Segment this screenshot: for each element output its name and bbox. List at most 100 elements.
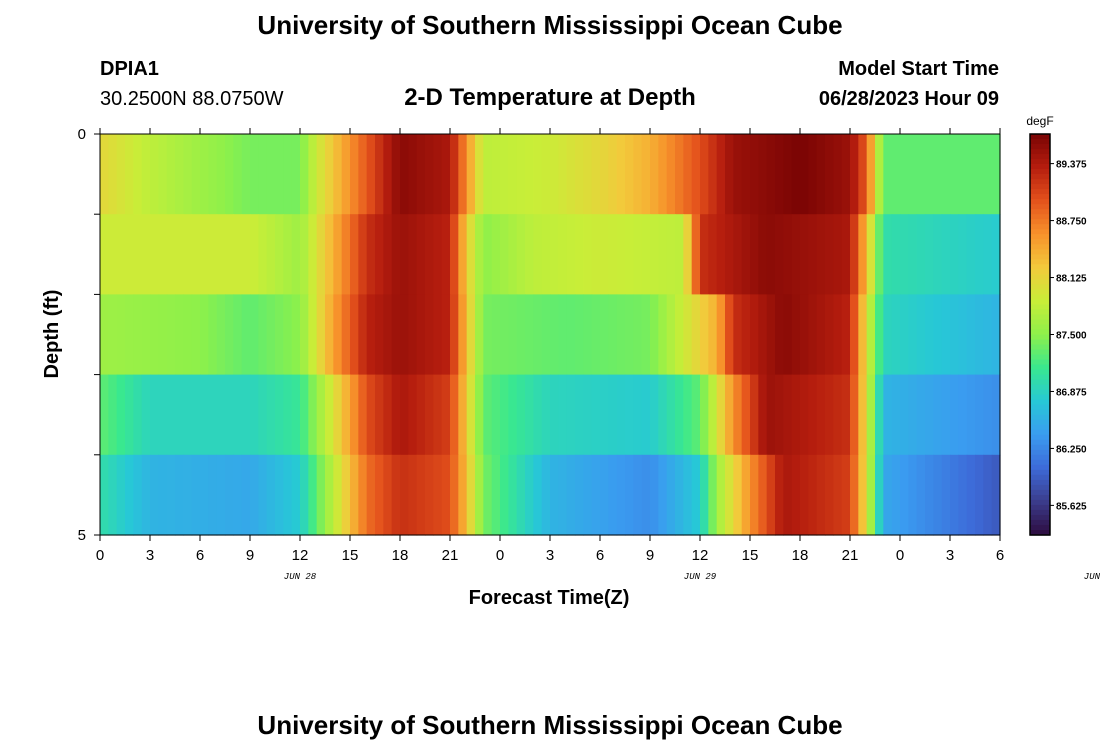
- heatmap-cell: [625, 374, 634, 456]
- heatmap-cell: [341, 374, 351, 456]
- heatmap-cell: [683, 134, 693, 215]
- heatmap-cell: [791, 214, 801, 295]
- heatmap-cell: [250, 294, 259, 376]
- page-title: University of Southern Mississippi Ocean…: [257, 10, 842, 40]
- heatmap-cell: [208, 294, 218, 376]
- heatmap-cell: [300, 294, 309, 376]
- heatmap-cell: [475, 374, 484, 456]
- heatmap-cell: [700, 134, 709, 215]
- heatmap-cell: [566, 454, 576, 536]
- heatmap-cell: [658, 454, 668, 536]
- heatmap-cell: [891, 134, 901, 215]
- heatmap-cell: [900, 294, 909, 376]
- heatmap-cell: [325, 454, 334, 536]
- heatmap-cell: [116, 374, 126, 456]
- heatmap-cell: [225, 374, 234, 456]
- heatmap-cell: [775, 214, 784, 295]
- heatmap-cell: [166, 134, 176, 215]
- heatmap-cell: [300, 134, 309, 215]
- heatmap-cell: [175, 374, 184, 456]
- heatmap-cell: [400, 454, 409, 536]
- colorbar-band: [1030, 259, 1050, 265]
- heatmap-cell: [533, 454, 543, 536]
- heatmap-cell: [125, 374, 134, 456]
- heatmap-cell: [491, 214, 501, 295]
- colorbar-band: [1030, 309, 1050, 316]
- heatmap-cell: [850, 374, 859, 456]
- heatmap-cell: [741, 294, 751, 376]
- heatmap-cell: [633, 454, 643, 536]
- heatmap-cell: [350, 454, 359, 536]
- heatmap-cell: [508, 134, 518, 215]
- heatmap-cell: [125, 214, 134, 295]
- heatmap-cell: [358, 294, 368, 376]
- heatmap-cell: [600, 454, 609, 536]
- heatmap-cell: [791, 454, 801, 536]
- heatmap-cell: [808, 214, 818, 295]
- heatmap-cell: [358, 214, 368, 295]
- heatmap-cell: [841, 294, 851, 376]
- heatmap-cell: [541, 374, 551, 456]
- heatmap-cell: [116, 214, 126, 295]
- heatmap-cell: [766, 454, 776, 536]
- heatmap-cell: [950, 134, 959, 215]
- heatmap-cell: [550, 294, 559, 376]
- heatmap-cell: [158, 374, 168, 456]
- heatmap-cell: [491, 374, 501, 456]
- heatmap-cell: [150, 454, 159, 536]
- heatmap-cell: [483, 294, 493, 376]
- heatmap-cell: [950, 454, 959, 536]
- colorbar-band: [1030, 484, 1050, 491]
- colorbar-band: [1030, 239, 1050, 245]
- heatmap-cell: [808, 374, 818, 456]
- heatmap-cell: [133, 294, 143, 376]
- heatmap-cell: [875, 294, 884, 376]
- heatmap-cell: [500, 454, 509, 536]
- heatmap-cell: [141, 294, 151, 376]
- heatmap-cell: [158, 134, 168, 215]
- x-tick-label: 12: [692, 547, 709, 564]
- heatmap-cell: [708, 214, 718, 295]
- heatmap-cell: [200, 214, 209, 295]
- heatmap-cell: [991, 214, 1001, 295]
- x-tick-label: 15: [742, 547, 759, 564]
- heatmap-cell: [975, 214, 984, 295]
- heatmap-cell: [158, 294, 168, 376]
- heatmap-cell: [383, 134, 393, 215]
- colorbar-band: [1030, 519, 1050, 526]
- colorbar-band: [1030, 274, 1050, 280]
- colorbar-band: [1030, 399, 1050, 406]
- heatmap-cell: [683, 294, 693, 376]
- heatmap-cell: [341, 454, 351, 536]
- heatmap-cell: [500, 294, 509, 376]
- heatmap-cell: [225, 214, 234, 295]
- heatmap-cell: [425, 374, 434, 456]
- heatmap-cell: [550, 374, 559, 456]
- heatmap-cell: [383, 374, 393, 456]
- heatmap-cell: [650, 374, 659, 456]
- x-axis: 0 3 6 9 12 15 18 21 0 3 6 9 12 15 18 21 0 3 6 JUN 28 JUN 29 J…: [96, 128, 1100, 582]
- heatmap-cell: [383, 454, 393, 536]
- heatmap-cell: [375, 374, 384, 456]
- heatmap-cell: [833, 294, 843, 376]
- heatmap-cell: [141, 454, 151, 536]
- heatmap-cell: [300, 374, 309, 456]
- heatmap-cell: [208, 134, 218, 215]
- heatmap-cell: [208, 214, 218, 295]
- colorbar-band: [1030, 529, 1050, 536]
- heatmap-cell: [300, 454, 309, 536]
- heatmap-cell: [858, 214, 868, 295]
- heatmap-cell: [991, 454, 1001, 536]
- heatmap-cell: [608, 214, 618, 295]
- heatmap-cell: [525, 374, 534, 456]
- heatmap-cell: [591, 294, 601, 376]
- heatmap-cell: [875, 374, 884, 456]
- heatmap-cell: [191, 454, 201, 536]
- heatmap-cell: [766, 214, 776, 295]
- heatmap-cell: [650, 134, 659, 215]
- heatmap-cell: [325, 134, 334, 215]
- heatmap-cell: [325, 374, 334, 456]
- heatmap-cell: [366, 454, 376, 536]
- heatmap-cell: [516, 294, 526, 376]
- heatmap-cell: [458, 294, 468, 376]
